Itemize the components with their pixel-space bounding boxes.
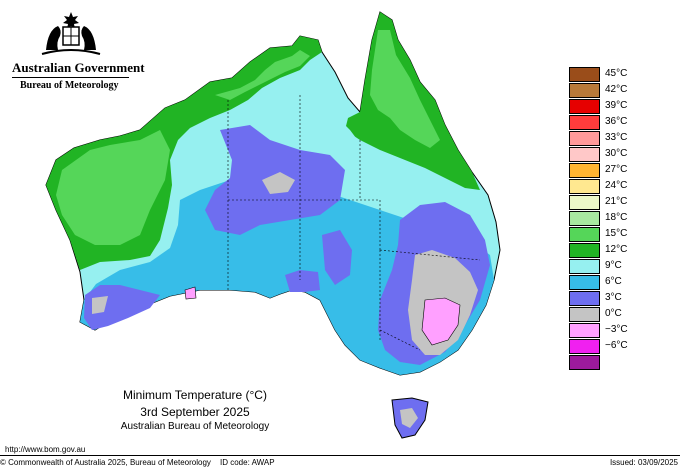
- legend-swatch: [569, 99, 600, 114]
- legend-label: 27°C: [605, 164, 628, 175]
- legend-label: 3°C: [605, 292, 622, 303]
- bureau-title: Bureau of Meteorology: [20, 80, 119, 91]
- map-organisation: Australian Bureau of Meteorology: [120, 421, 270, 432]
- legend-swatch: [569, 67, 600, 82]
- legend-swatch: [569, 275, 600, 290]
- zone-15c-kimberley: [56, 130, 170, 245]
- legend-swatch: [569, 259, 600, 274]
- legend-swatch: [569, 323, 600, 338]
- legend-swatch: [569, 163, 600, 178]
- legend-swatch: [569, 179, 600, 194]
- legend-label: 24°C: [605, 180, 628, 191]
- legend-label: −6°C: [605, 340, 628, 351]
- legend-swatch: [569, 355, 600, 370]
- legend-swatch: [569, 291, 600, 306]
- legend-label: 18°C: [605, 212, 628, 223]
- footer-divider: [0, 455, 680, 456]
- header-divider: [12, 77, 129, 78]
- footer-id-code: ID code: AWAP: [220, 458, 275, 467]
- legend-label: 6°C: [605, 276, 622, 287]
- legend-swatch: [569, 307, 600, 322]
- legend-label: 21°C: [605, 196, 628, 207]
- legend-swatch: [569, 83, 600, 98]
- legend-label: 39°C: [605, 100, 628, 111]
- legend-swatch: [569, 339, 600, 354]
- zone-minus3c-west: [184, 286, 197, 300]
- legend-label: −3°C: [605, 324, 628, 335]
- legend-label: 30°C: [605, 148, 628, 159]
- legend-label: 33°C: [605, 132, 628, 143]
- zone-15c-topend: [215, 50, 310, 100]
- legend-label: 12°C: [605, 244, 628, 255]
- zone-3c-southwest: [84, 285, 160, 330]
- zone-3c-innerwest: [322, 230, 352, 285]
- zone-3c-eyre: [285, 270, 320, 292]
- coat-of-arms-icon: [41, 12, 101, 55]
- legend-label: 0°C: [605, 308, 622, 319]
- legend-swatch: [569, 115, 600, 130]
- legend-swatch: [569, 147, 600, 162]
- legend-swatch: [569, 211, 600, 226]
- footer-issued: Issued: 03/09/2025: [609, 458, 678, 467]
- legend-swatch: [569, 227, 600, 242]
- legend-label: 9°C: [605, 260, 622, 271]
- legend-label: 42°C: [605, 84, 628, 95]
- map-title: Minimum Temperature (°C): [123, 388, 267, 402]
- state-borders: [227, 95, 481, 351]
- map-date: 3rd September 2025: [140, 405, 250, 419]
- zone-minus3c-tablelands: [421, 297, 461, 346]
- zone-0c-central: [262, 172, 295, 194]
- government-title: Australian Government: [12, 60, 145, 75]
- temperature-map: [45, 11, 501, 439]
- zone-15c-capeyork: [370, 30, 440, 148]
- footer-url: http://www.bom.gov.au: [5, 445, 86, 454]
- legend-swatch: [569, 131, 600, 146]
- legend-swatch: [569, 243, 600, 258]
- footer-copyright: © Commonwealth of Australia 2025, Bureau…: [0, 458, 211, 467]
- legend-label: 36°C: [605, 116, 628, 127]
- legend-label: 15°C: [605, 228, 628, 239]
- zone-0c-southwest: [92, 296, 108, 314]
- legend-swatch: [569, 195, 600, 210]
- legend-label: 45°C: [605, 68, 628, 79]
- tasmania-cold: [400, 408, 418, 428]
